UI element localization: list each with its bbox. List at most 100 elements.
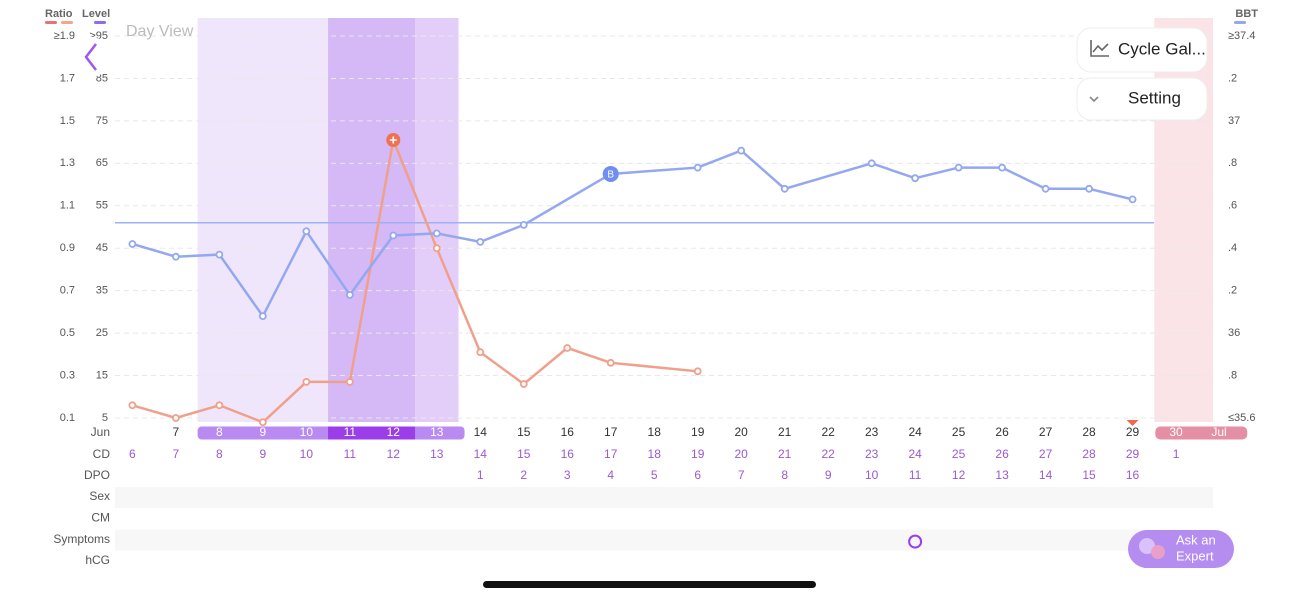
cd-value: 22 [821, 447, 835, 461]
row-label: CM [91, 510, 110, 524]
level-tick-label: 5 [102, 412, 108, 424]
level-tick-label: 55 [96, 200, 108, 212]
cd-value: 13 [430, 447, 444, 461]
cd-value: 28 [1082, 447, 1096, 461]
cd-value: 25 [952, 447, 966, 461]
point [737, 146, 746, 155]
plot: ≥1.91.71.51.31.10.90.70.50.30.1>95857565… [53, 18, 1255, 567]
button-text: Expert [1176, 548, 1214, 563]
point [867, 159, 876, 168]
point [693, 163, 702, 172]
ratio-tick-label: 0.1 [60, 412, 75, 424]
date-label: 18 [648, 425, 662, 439]
dpo-value: 5 [651, 468, 658, 482]
ratio-tick-label: ≥1.9 [54, 30, 75, 42]
row-label: CD [93, 447, 111, 461]
row-label: Symptoms [53, 532, 110, 546]
date-label: 12 [387, 425, 401, 439]
cd-value: 27 [1039, 447, 1053, 461]
ratio-tick-label: 0.9 [60, 242, 75, 254]
row-label: Jun [91, 425, 110, 439]
date-label: 17 [604, 425, 618, 439]
date-label: 7 [173, 425, 180, 439]
row-label: DPO [84, 468, 110, 482]
back-circle [71, 37, 111, 77]
cd-value: 8 [216, 447, 223, 461]
dpo-value: 12 [952, 468, 966, 482]
cd-value: 6 [129, 447, 136, 461]
point [432, 229, 441, 238]
date-label: 8 [216, 425, 223, 439]
setting-button[interactable]: Setting [1076, 77, 1208, 121]
peak-pill [328, 426, 416, 440]
point [302, 227, 311, 236]
legend-swatch [61, 21, 73, 24]
legend-swatch [94, 21, 106, 24]
ratio-tick-label: 0.7 [60, 285, 75, 297]
cd-value: 24 [908, 447, 922, 461]
point [476, 237, 485, 246]
button-bg [1128, 530, 1234, 568]
dpo-value: 3 [564, 468, 571, 482]
dpo-value: 15 [1082, 468, 1096, 482]
back-button[interactable] [71, 37, 111, 77]
ratio-tick-label: 1.3 [60, 157, 75, 169]
level-tick-label: 25 [96, 327, 108, 339]
point [519, 380, 528, 388]
dpo-value: 14 [1039, 468, 1053, 482]
date-label: 30 [1169, 425, 1183, 439]
point [389, 231, 398, 240]
dpo-value: 13 [995, 468, 1009, 482]
bbt-tick-label: .8 [1228, 157, 1237, 169]
level-tick-label: 45 [96, 242, 108, 254]
dpo-value: 10 [865, 468, 879, 482]
date-label: 10 [300, 425, 314, 439]
chart-icon [1090, 40, 1109, 57]
home-indicator [483, 581, 816, 588]
button-text: Ask an [1176, 532, 1216, 547]
view-label: Day View [126, 23, 194, 40]
cd-value: 15 [517, 447, 531, 461]
point [128, 401, 137, 410]
level-tick-label: 35 [96, 285, 108, 297]
button-bg [1076, 27, 1208, 73]
point [911, 174, 920, 183]
point [345, 291, 354, 299]
date-label: 28 [1082, 425, 1096, 439]
cd-value: 1 [1173, 447, 1180, 461]
date-label: 21 [778, 425, 792, 439]
point [258, 312, 267, 321]
expert-icon [1139, 538, 1155, 554]
date-label: 26 [995, 425, 1009, 439]
level-tick-label: 65 [96, 157, 108, 169]
ratio-label: Ratio [45, 8, 73, 20]
bbt-label: BBT [1235, 8, 1258, 20]
ask-expert-button[interactable]: Ask an Expert [1128, 530, 1234, 568]
back-icon [84, 43, 97, 71]
row-stripe [115, 529, 1213, 551]
cd-value: 17 [604, 447, 618, 461]
cd-value: 26 [995, 447, 1009, 461]
legend-swatch [45, 21, 57, 24]
bbt-tick-label: ≤35.6 [1228, 412, 1255, 424]
bbt-tick-label: .2 [1228, 72, 1237, 84]
period-pill [1155, 426, 1248, 440]
date-label: 11 [344, 425, 357, 439]
point [476, 348, 485, 357]
cd-value: 7 [173, 447, 180, 461]
ratio-tick-label: 0.3 [60, 369, 75, 381]
date-label: 15 [517, 425, 531, 439]
cd-value: 21 [778, 447, 792, 461]
point [215, 250, 224, 259]
peak-days [415, 18, 459, 422]
bbt-tick-label: ≥37.4 [1228, 30, 1255, 42]
bbt-tick-label: .6 [1228, 200, 1237, 212]
point [519, 220, 528, 229]
cd-value: 11 [344, 447, 357, 461]
date-label: 22 [821, 425, 835, 439]
row-label: hCG [85, 553, 110, 567]
peak-days [328, 18, 416, 422]
cycle-gallery-button[interactable]: Cycle Gal... [1076, 27, 1208, 73]
point [1041, 184, 1050, 193]
date-label: 19 [691, 425, 705, 439]
